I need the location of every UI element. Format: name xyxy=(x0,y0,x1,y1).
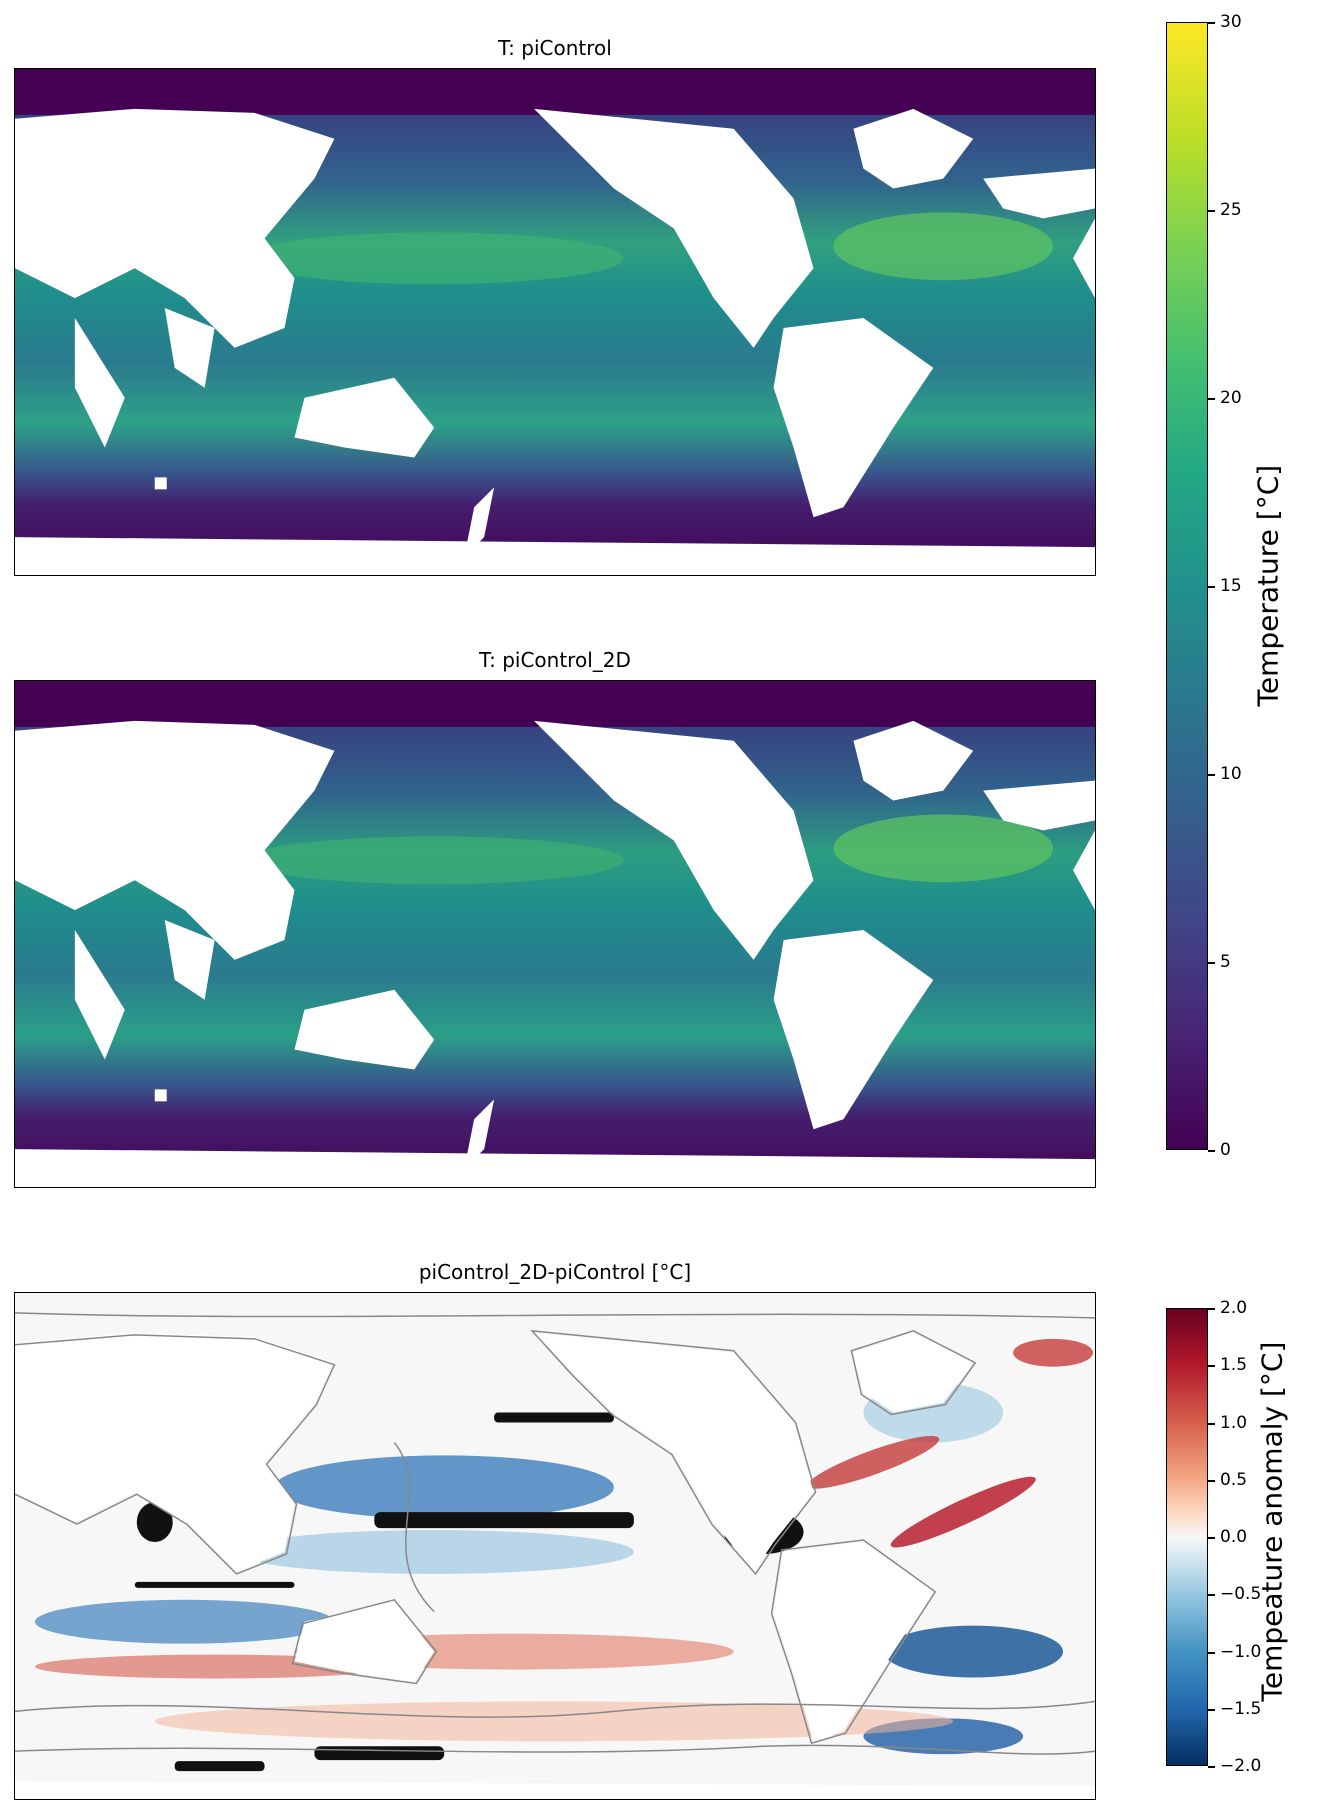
colorbar-temperature-tick: 10 xyxy=(1208,765,1242,783)
colorbar-anomaly-tick: 0.5 xyxy=(1208,1471,1247,1489)
colorbar-anomaly xyxy=(1166,1308,1208,1766)
map-anomaly xyxy=(14,1292,1096,1800)
colorbar-anomaly-tick: 0.0 xyxy=(1208,1528,1247,1546)
gulf-stream-warm-band xyxy=(833,814,1054,883)
colorbar-anomaly-tick: −0.5 xyxy=(1208,1585,1261,1603)
gulf-stream-warm-band xyxy=(833,212,1054,281)
colorbar-anomaly-tick: 1.0 xyxy=(1208,1414,1247,1432)
colorbar-temperature-tick: 15 xyxy=(1208,577,1242,595)
colorbar-anomaly-label: Tempeature anomaly [°C] xyxy=(1255,1341,1289,1702)
map-anomaly-svg xyxy=(15,1293,1095,1799)
colorbar-temperature-tick: 0 xyxy=(1208,1141,1231,1159)
map-piControl xyxy=(14,68,1096,576)
kuroshio-warm-band xyxy=(244,836,624,885)
map-piControl-2D-svg xyxy=(15,681,1095,1187)
panel-title-piControl-2D: T: piControl_2D xyxy=(479,648,631,672)
panel-title-piControl: T: piControl xyxy=(498,36,612,60)
map-piControl-2D xyxy=(14,680,1096,1188)
colorbar-anomaly-tick: −1.0 xyxy=(1208,1643,1261,1661)
map-piControl-svg xyxy=(15,69,1095,575)
land xyxy=(15,1332,1095,1799)
colorbar-temperature-tick: 20 xyxy=(1208,389,1242,407)
arctic-band xyxy=(15,69,1095,115)
colorbar-anomaly-tick: 2.0 xyxy=(1208,1299,1247,1317)
kuroshio-warm-band xyxy=(244,232,624,285)
colorbar-anomaly-tick: 1.5 xyxy=(1208,1356,1247,1374)
colorbar-temperature-label: Temperature [°C] xyxy=(1251,464,1285,707)
colorbar-temperature xyxy=(1166,22,1208,1150)
colorbar-temperature-tick: 5 xyxy=(1208,953,1231,971)
contours xyxy=(15,1312,1095,1755)
arctic-band xyxy=(15,681,1095,727)
colorbar-anomaly-tick: −1.5 xyxy=(1208,1700,1261,1718)
colorbar-temperature-tick: 25 xyxy=(1208,201,1242,219)
colorbar-anomaly-tick: −2.0 xyxy=(1208,1757,1261,1775)
colorbar-temperature-tick: 30 xyxy=(1208,13,1242,31)
panel-title-anomaly: piControl_2D-piControl [°C] xyxy=(418,1260,692,1284)
land xyxy=(15,720,1095,1187)
